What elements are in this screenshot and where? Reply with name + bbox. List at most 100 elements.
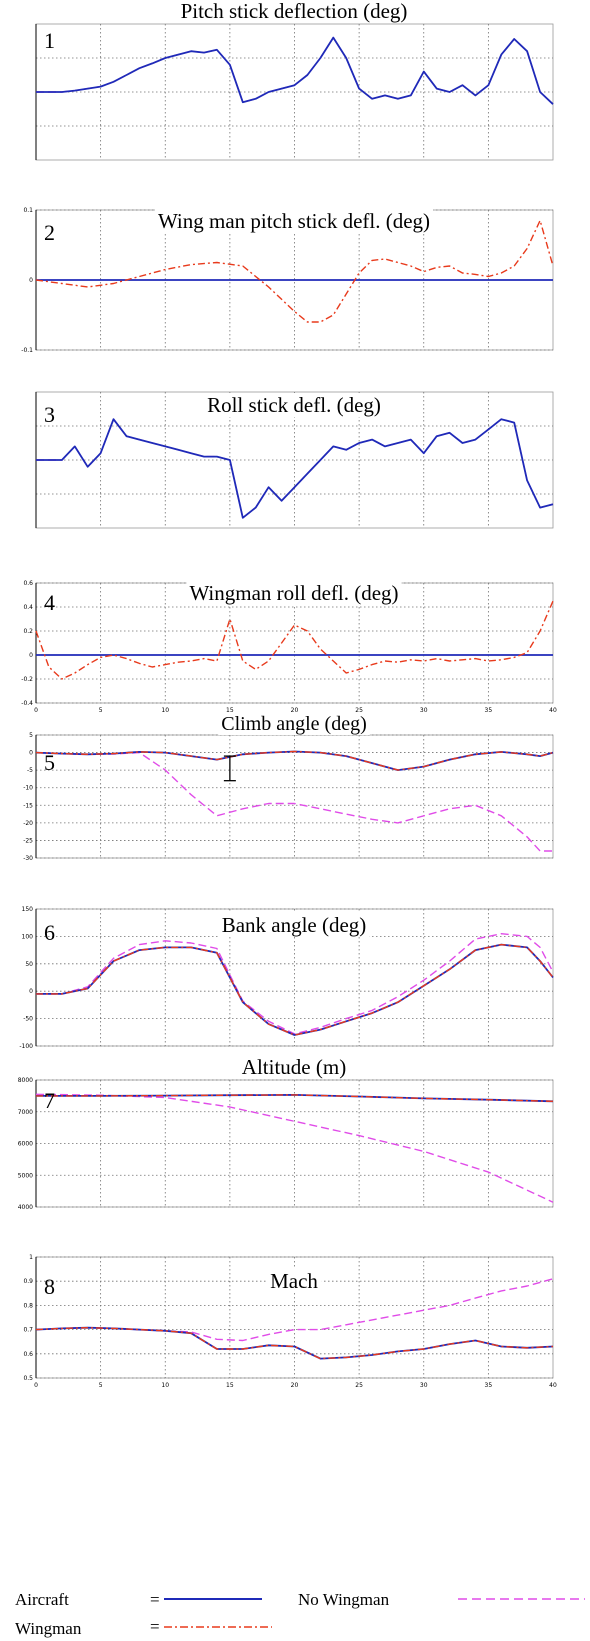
- x-tick-label: 5: [99, 707, 103, 714]
- panels: 1 Pitch stick deflection (deg) 0.1 0 -0.1 2 Wi…: [18, 0, 557, 1389]
- y-tick-label: 0.7: [23, 1327, 33, 1334]
- x-tick-label: 25: [355, 1382, 363, 1389]
- legend-wingman-label: Wingman: [15, 1619, 82, 1638]
- chart-title-backing: [186, 581, 402, 605]
- legend-wingman-equals: =: [150, 1617, 160, 1636]
- y-tick-label: 1: [29, 1254, 33, 1261]
- chart-title: Pitch stick deflection (deg): [181, 0, 408, 23]
- series-line-wingman: [36, 943, 554, 1036]
- y-tick-label: 8000: [18, 1077, 33, 1084]
- x-tick-label: 5: [99, 1382, 103, 1389]
- y-tick-label: -5: [27, 767, 33, 774]
- x-tick-label: 40: [549, 1382, 557, 1389]
- y-tick-label: 5000: [18, 1172, 33, 1179]
- chart-title: Altitude (m): [242, 1055, 346, 1079]
- x-tick-label: 35: [485, 1382, 493, 1389]
- y-tick-label: 50: [25, 961, 33, 968]
- chart-title-backing: [177, 0, 411, 23]
- x-tick-label: 0: [34, 1382, 38, 1389]
- series-line-wingman: [35, 1326, 554, 1360]
- x-tick-label: 25: [355, 707, 363, 714]
- y-tick-label: -0.2: [21, 676, 33, 683]
- chart-panel-2: 0.1 0 -0.1 2 Wing man pitch stick defl. (deg…: [21, 207, 554, 354]
- chart-title-backing: [267, 1269, 322, 1293]
- chart-title: Mach: [270, 1269, 318, 1293]
- panel-number: 8: [44, 1274, 55, 1299]
- chart-panel-3: 3 Roll stick defl. (deg): [35, 391, 554, 529]
- y-tick-label: 0.5: [23, 1375, 33, 1382]
- series-line-aircraft: [36, 36, 554, 105]
- y-tick-label: -20: [23, 820, 33, 827]
- y-tick-label: 0: [29, 277, 33, 284]
- panel-number: 4: [44, 590, 55, 615]
- y-tick-label: 0.9: [23, 1278, 33, 1285]
- panel-number: 2: [44, 220, 55, 245]
- y-tick-label: 150: [22, 906, 34, 913]
- x-tick-label: 0: [34, 707, 38, 714]
- x-tick-label: 35: [485, 707, 493, 714]
- x-tick-label: 30: [420, 707, 428, 714]
- y-tick-label: 0.2: [23, 628, 33, 635]
- y-tick-label: 0.6: [23, 1351, 33, 1358]
- series-line-wingman: [36, 1094, 554, 1102]
- series-line-no-wingman: [36, 933, 554, 1035]
- chart-title-backing: [218, 913, 370, 937]
- y-tick-label: 0: [29, 750, 33, 757]
- chart-panel-5: 5 0 -5 -10 -15 -20 -25 -30 5 Climb angle (deg): [23, 713, 554, 862]
- x-tick-label: 10: [161, 1382, 169, 1389]
- y-tick-label: -30: [23, 855, 33, 862]
- chart-title: Wing man pitch stick defl. (deg): [158, 209, 430, 233]
- chart-title-backing: [204, 393, 384, 417]
- series-line-aircraft: [36, 418, 554, 519]
- y-tick-label: -100: [19, 1043, 33, 1050]
- y-tick-label: 6000: [18, 1141, 33, 1148]
- y-tick-label: 0.1: [23, 207, 33, 214]
- panel-number: 3: [44, 402, 55, 427]
- chart-title: Roll stick defl. (deg): [207, 393, 381, 417]
- x-tick-label: 15: [226, 707, 234, 714]
- panel-number: 7: [44, 1088, 55, 1113]
- chart-panel-4: 0.60.40.20-0.2-0.40 5 10 15 20 25 30 35 404 Wingm…: [21, 580, 557, 714]
- panel-number: 1: [44, 28, 55, 53]
- chart-panel-8: 1 0.9 0.8 0.7 0.6 0.50 5 10 15 20 25 30 35 40 8 Mach: [23, 1254, 557, 1389]
- x-tick-label: 40: [549, 707, 557, 714]
- series-line-wingman: [35, 219, 554, 323]
- panel-number: 6: [44, 920, 55, 945]
- chart-title-backing: [218, 713, 370, 735]
- y-tick-label: -50: [23, 1016, 33, 1023]
- y-tick-label: 0: [29, 652, 33, 659]
- y-tick-label: -15: [23, 802, 33, 809]
- y-tick-label: 0.8: [23, 1302, 33, 1309]
- legend-aircraft-label: Aircraft: [15, 1590, 69, 1609]
- y-tick-label: 100: [22, 933, 34, 940]
- x-tick-label: 15: [226, 1382, 234, 1389]
- x-tick-label: 30: [420, 1382, 428, 1389]
- series-line-no-wingman: [36, 36, 554, 105]
- chart-panel-6: 150 100 50 0 -50 -100 6 Bank angle (deg): [19, 906, 554, 1050]
- chart-title-backing: [154, 209, 434, 233]
- panel-number: 5: [44, 750, 55, 775]
- y-tick-label: 0: [29, 988, 33, 995]
- y-tick-label: -10: [23, 785, 33, 792]
- legend: Aircraft = No Wingman Wingman =: [15, 1590, 585, 1638]
- y-tick-label: 5: [29, 732, 33, 739]
- y-tick-label: -25: [23, 837, 33, 844]
- legend-aircraft-equals: =: [150, 1590, 160, 1609]
- y-tick-label: 4000: [18, 1204, 33, 1211]
- chart-panel-7: 8000 7000 6000 5000 4000 7 Altitude (m): [18, 1055, 554, 1211]
- y-tick-label: 0.4: [23, 604, 33, 611]
- y-tick-label: 7000: [18, 1109, 33, 1116]
- chart-title: Climb angle (deg): [221, 713, 367, 735]
- y-tick-label: -0.4: [21, 700, 33, 707]
- series-line-wingman: [35, 600, 554, 680]
- chart-title-backing: [238, 1055, 350, 1079]
- x-tick-label: 20: [291, 1382, 299, 1389]
- legend-no-wingman-label: No Wingman: [298, 1590, 390, 1609]
- x-tick-label: 20: [291, 707, 299, 714]
- y-tick-label: -0.1: [21, 347, 33, 354]
- y-tick-label: 0.6: [23, 580, 33, 587]
- chart-panel-1: 1 Pitch stick deflection (deg): [35, 0, 554, 161]
- chart-title: Bank angle (deg): [222, 913, 367, 937]
- series-line-wingman: [35, 750, 554, 771]
